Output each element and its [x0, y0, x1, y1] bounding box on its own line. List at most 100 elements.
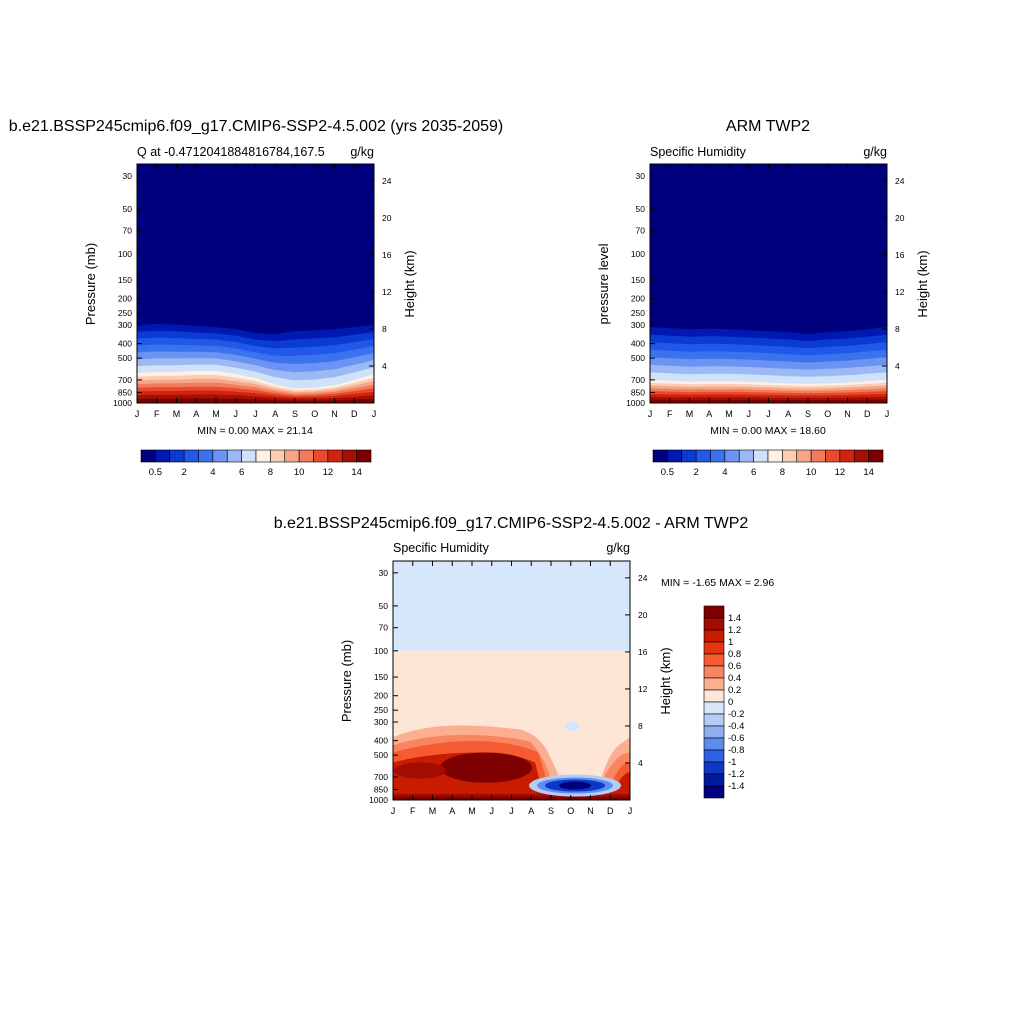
colorbar-label: 0.5 — [149, 467, 162, 478]
colorbar-label: 12 — [835, 467, 846, 478]
panel-diff-colorbar: 1.41.210.80.60.40.20-0.2-0.4-0.6-0.8-1-1… — [703, 605, 744, 799]
colorbar-box — [868, 449, 884, 463]
y2-tick-label: 16 — [382, 250, 392, 260]
panel-obs-plot: J F M A M J J A S O N D J 30 50 70 100 150 200 250 300 400 500… — [626, 163, 905, 419]
colorbar-box — [212, 449, 228, 463]
colorbar-label: -0.6 — [728, 733, 744, 744]
panel-obs: ARM TWP2 Specific Humidity g/kg J F M A M J J A… — [596, 118, 930, 478]
colorbar-label: 8 — [780, 467, 785, 478]
y-tick-label: 50 — [379, 601, 389, 611]
x-tick-label: A — [706, 409, 712, 419]
colorbar-box — [681, 449, 697, 463]
colorbar-label: 1.2 — [728, 625, 741, 636]
x-tick-label: M — [212, 409, 220, 419]
y-tick-label: 500 — [118, 353, 132, 363]
colorbar-box — [753, 449, 769, 463]
colorbar-box — [724, 449, 740, 463]
colorbar-box — [703, 665, 725, 679]
colorbar-label: -0.8 — [728, 745, 744, 756]
colorbar-label: 0.8 — [728, 649, 741, 660]
colorbar-box — [738, 449, 754, 463]
colorbar-label: 0 — [728, 697, 733, 708]
y-tick-label: 150 — [374, 672, 388, 682]
colorbar-box — [695, 449, 711, 463]
colorbar-box — [155, 449, 171, 463]
y-tick-label: 1000 — [626, 398, 645, 408]
colorbar-box — [226, 449, 242, 463]
x-tick-label: O — [311, 409, 318, 419]
colorbar-box — [853, 449, 869, 463]
colorbar-label: -1 — [728, 757, 736, 768]
x-tick-label: M — [725, 409, 733, 419]
x-tick-label: M — [686, 409, 694, 419]
colorbar-box — [703, 629, 725, 643]
colorbar-label: 6 — [239, 467, 244, 478]
y-tick-label: 400 — [374, 736, 388, 746]
y-tick-label: 850 — [118, 387, 132, 397]
y2-tick-label: 20 — [638, 610, 648, 620]
colorbar-box — [782, 449, 798, 463]
colorbar-box — [796, 449, 812, 463]
colorbar-box — [183, 449, 199, 463]
colorbar-box — [703, 713, 725, 727]
colorbar-label: 0.6 — [728, 661, 741, 672]
y2-tick-label: 4 — [638, 758, 643, 768]
colorbar-box — [825, 449, 841, 463]
y-tick-label: 700 — [374, 772, 388, 782]
y2-tick-label: 24 — [382, 176, 392, 186]
y-tick-label: 300 — [118, 320, 132, 330]
colorbar-label: -1.2 — [728, 769, 744, 780]
x-tick-label: F — [667, 409, 673, 419]
x-tick-label: J — [766, 409, 771, 419]
x-tick-label: N — [331, 409, 338, 419]
colorbar-box — [284, 449, 300, 463]
y2-tick-label: 20 — [382, 213, 392, 223]
colorbar-box — [140, 449, 156, 463]
panel-model-contours — [137, 164, 374, 403]
panel-model-plot: J F M A M J J A S O N D J 30 50 70 100 150 200 250 300 400 500… — [113, 163, 392, 419]
colorbar-box — [255, 449, 271, 463]
colorbar-box — [703, 761, 725, 775]
colorbar-label: 0.4 — [728, 673, 741, 684]
x-tick-label: F — [154, 409, 160, 419]
x-tick-label: O — [567, 806, 574, 816]
y-tick-label: 850 — [374, 784, 388, 794]
x-tick-label: J — [135, 409, 140, 419]
y2-tick-label: 8 — [382, 324, 387, 334]
y-tick-label: 400 — [631, 339, 645, 349]
panel-model: b.e21.BSSP245cmip6.f09_g17.CMIP6-SSP2-4.… — [9, 118, 504, 478]
y2-tick-label: 12 — [638, 684, 648, 694]
x-tick-label: D — [864, 409, 871, 419]
x-tick-label: S — [805, 409, 811, 419]
x-tick-label: J — [648, 409, 653, 419]
panel-obs-axes: J F M A M J J A S O N D J 30 50 70 100 150 200 250 300 400 500… — [626, 164, 905, 419]
y-tick-label: 250 — [374, 705, 388, 715]
y-tick-label: 700 — [118, 375, 132, 385]
colorbar-box — [703, 725, 725, 739]
colorbar-box — [198, 449, 214, 463]
colorbar-box — [703, 689, 725, 703]
colorbar-label: 10 — [806, 467, 817, 478]
x-tick-label: J — [391, 806, 396, 816]
colorbar-box — [169, 449, 185, 463]
colorbar-box — [327, 449, 343, 463]
x-tick-label: J — [253, 409, 258, 419]
colorbar-label: 6 — [751, 467, 756, 478]
y-tick-label: 1000 — [113, 398, 132, 408]
panel-diff-units: g/kg — [606, 541, 630, 555]
panel-model-units: g/kg — [350, 145, 374, 159]
x-tick-label: D — [351, 409, 358, 419]
y-tick-label: 200 — [631, 294, 645, 304]
colorbar-box — [703, 773, 725, 787]
colorbar-label: 0.2 — [728, 685, 741, 696]
colorbar-label: 14 — [351, 467, 362, 478]
y2-tick-label: 8 — [895, 324, 900, 334]
panel-obs-ylabel-left: pressure level — [596, 243, 611, 324]
panel-obs-left-string: Specific Humidity — [650, 145, 747, 159]
colorbar-box — [703, 785, 725, 799]
colorbar-label: -0.2 — [728, 709, 744, 720]
y-tick-label: 30 — [123, 171, 133, 181]
x-tick-label: A — [528, 806, 534, 816]
x-tick-label: M — [468, 806, 476, 816]
